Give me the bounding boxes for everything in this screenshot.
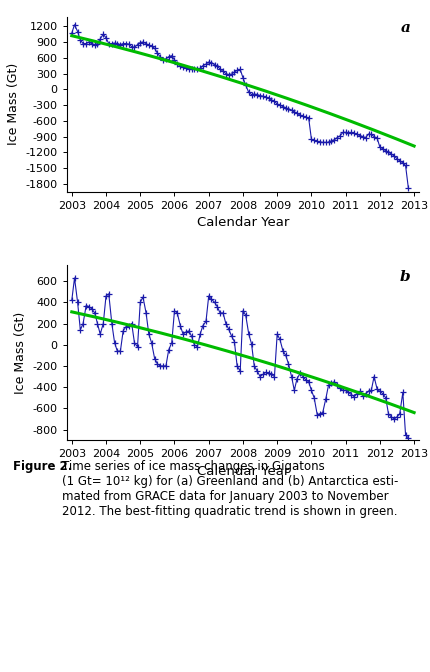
Text: b: b [400, 269, 411, 284]
X-axis label: Calendar Year: Calendar Year [197, 465, 289, 478]
Text: Time series of ice mass changes in Gigatons
(1 Gt= 10¹² kg) for (a) Greenland an: Time series of ice mass changes in Gigat… [62, 460, 399, 518]
Text: Figure 2.: Figure 2. [13, 460, 72, 473]
X-axis label: Calendar Year: Calendar Year [197, 216, 289, 229]
Text: a: a [401, 22, 411, 35]
Y-axis label: Ice Mass (Gt): Ice Mass (Gt) [7, 63, 20, 145]
Y-axis label: Ice Mass (Gt): Ice Mass (Gt) [14, 312, 27, 394]
